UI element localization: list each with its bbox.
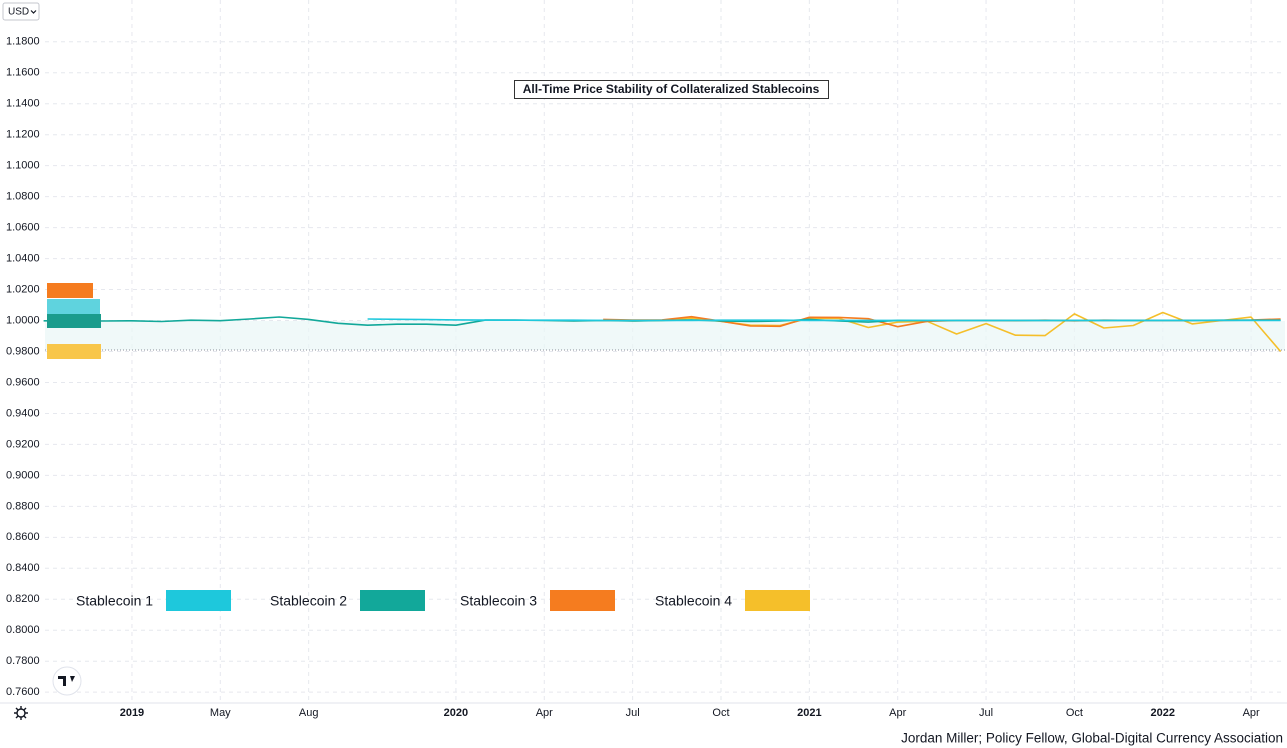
logo-circle[interactable]: [52, 666, 82, 696]
legend-swatch: [360, 590, 425, 611]
legend-swatch: [745, 590, 810, 611]
y-tick-label: 1.1600: [6, 67, 40, 79]
y-tick-label: 0.9800: [6, 345, 40, 357]
x-tick-label: 2020: [444, 707, 468, 719]
legend-label: Stablecoin 3: [460, 593, 537, 609]
y-tick-label: 1.0600: [6, 222, 40, 234]
y-tick-label: 0.8600: [6, 531, 40, 543]
x-tick-label: Apr: [889, 707, 906, 719]
y-tick-label: 1.1800: [6, 36, 40, 48]
legend-label: Stablecoin 1: [76, 593, 153, 609]
x-tick-label: Oct: [1066, 707, 1083, 719]
y-tick-label: 1.0000: [6, 314, 40, 326]
x-tick-label: Oct: [712, 707, 729, 719]
y-tick-label: 1.0200: [6, 283, 40, 295]
legend-swatch: [166, 590, 231, 611]
settings[interactable]: [14, 706, 28, 720]
x-tick-label: 2021: [797, 707, 821, 719]
y-tick-label: 1.0400: [6, 252, 40, 264]
price-tag: [47, 314, 101, 328]
plot: [43, 311, 1282, 353]
y-tick-label: 0.8200: [6, 593, 40, 605]
x-tick-label: Aug: [299, 707, 319, 719]
legend-label: Stablecoin 2: [270, 593, 347, 609]
y-tick-label: 0.9600: [6, 376, 40, 388]
logo[interactable]: [52, 666, 82, 696]
y-tick-label: 1.1000: [6, 160, 40, 172]
y-tick-label: 0.7600: [6, 686, 40, 698]
y-tick-label: 0.8000: [6, 624, 40, 636]
chevron: [30, 10, 37, 14]
logo-mark: [58, 676, 75, 686]
y-tick-label: 0.8800: [6, 500, 40, 512]
x-tick-label: 2022: [1151, 707, 1175, 719]
gear-ring[interactable]: [16, 708, 26, 718]
y-tick-label: 0.9000: [6, 469, 40, 481]
grid: [45, 0, 1285, 703]
series-line: [367, 318, 1281, 322]
x-tick-label: Apr: [1243, 707, 1260, 719]
y-tick-label: 0.9200: [6, 438, 40, 450]
caption: Jordan Miller; Policy Fellow, Global-Dig…: [901, 731, 1283, 746]
price-tag: [47, 283, 93, 298]
y-tick-label: 1.1400: [6, 98, 40, 110]
x-tick-label: Jul: [979, 707, 993, 719]
x-axis: 2019 May Aug 2020 Apr Jul Oct 2021 Apr Jul Oct 2022…: [120, 707, 1260, 719]
legend-swatch: [550, 590, 615, 611]
legend-label: Stablecoin 4: [655, 593, 732, 609]
x-tick-label: 2019: [120, 707, 144, 719]
currency-label[interactable]: USD: [8, 7, 29, 18]
price-tag: [47, 299, 100, 314]
x-tick-label: Jul: [626, 707, 640, 719]
y-axis: 0.7600 0.7800 0.8000 0.8200 0.8400 0.8600 0.88…: [6, 36, 40, 698]
title-box: [514, 80, 829, 99]
x-tick-label: Apr: [536, 707, 553, 719]
x-tick-label: May: [210, 707, 231, 719]
currency-box[interactable]: [2, 2, 40, 21]
legend: Stablecoin 1 Stablecoin 2 Stablecoin 3 Stab…: [76, 590, 810, 611]
chart-title: All-Time Price Stability of Collateraliz…: [523, 82, 820, 96]
y-tick-label: 1.0800: [6, 191, 40, 203]
baseline-area: [45, 321, 1285, 350]
gear-teeth: [14, 706, 28, 720]
price-tag: [47, 344, 101, 359]
y-tick-label: 0.9400: [6, 407, 40, 419]
currency-selector[interactable]: USD: [2, 2, 40, 21]
y-tick-label: 1.1200: [6, 129, 40, 141]
y-tick-label: 0.8400: [6, 562, 40, 574]
y-tick-label: 0.7800: [6, 655, 40, 667]
